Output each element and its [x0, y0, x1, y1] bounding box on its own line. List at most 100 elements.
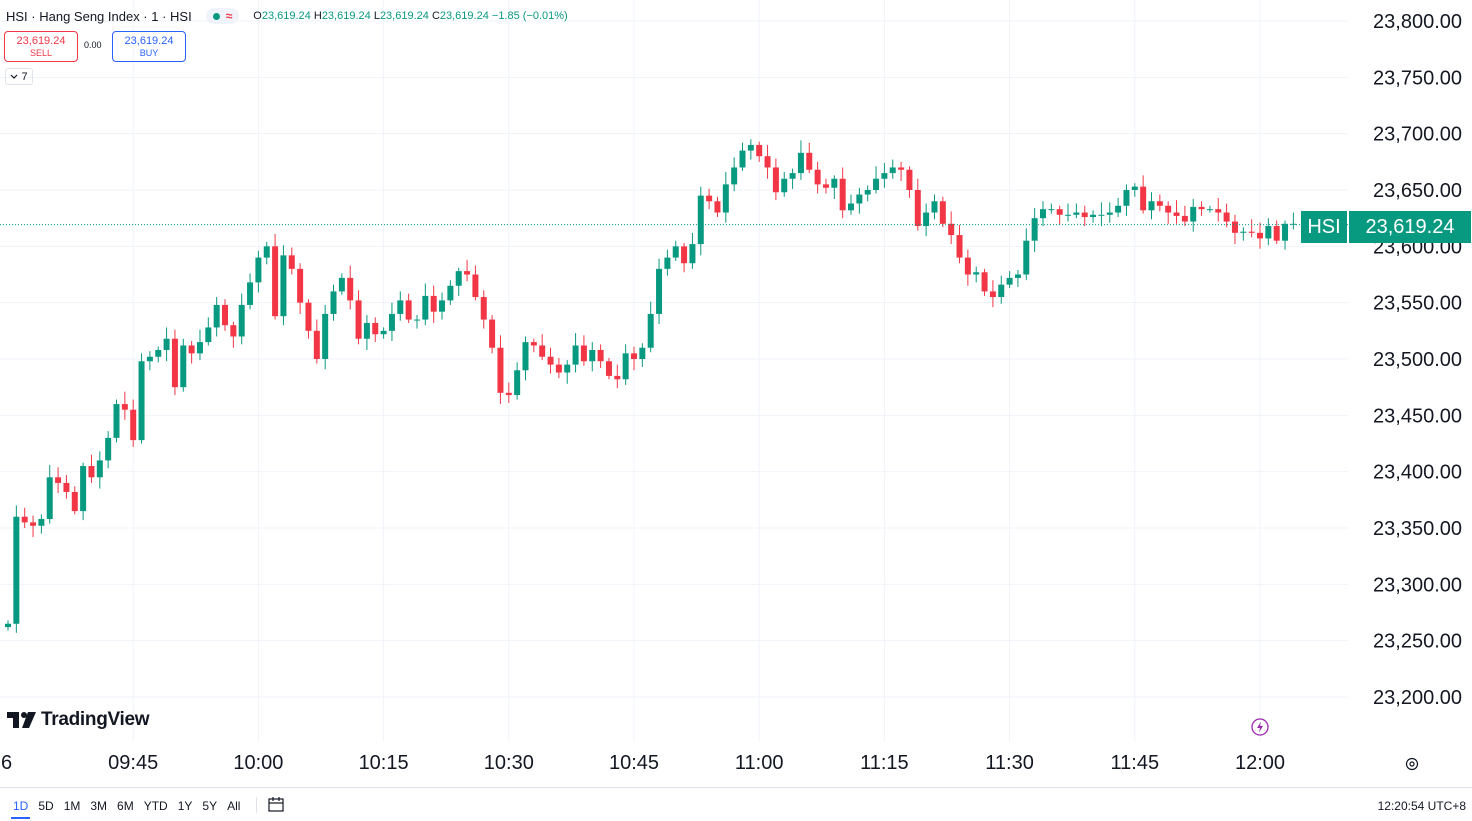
- candle-body: [263, 246, 270, 258]
- candle: [714, 196, 721, 218]
- candle: [155, 346, 162, 363]
- spread-value: 0.00: [84, 40, 102, 50]
- candle-body: [973, 272, 980, 275]
- candle: [814, 161, 821, 194]
- candle-body: [439, 300, 446, 312]
- range-all[interactable]: All: [227, 799, 241, 813]
- candle: [547, 347, 554, 374]
- symbol-title[interactable]: HSI · Hang Seng Index · 1 · HSI: [6, 8, 192, 24]
- sell-button[interactable]: 23,619.24 SELL: [4, 31, 78, 62]
- y-tick-label: 23,300.00: [1373, 574, 1462, 596]
- y-tick-label: 23,650.00: [1373, 180, 1462, 202]
- ohlc-low: 23,619.24: [379, 10, 429, 22]
- range-1m[interactable]: 1M: [63, 799, 81, 813]
- candle: [230, 321, 237, 348]
- candle: [313, 319, 320, 364]
- range-3m[interactable]: 3M: [90, 799, 108, 813]
- candle: [1240, 227, 1247, 241]
- candle: [255, 250, 262, 293]
- range-1y[interactable]: 1Y: [177, 799, 193, 813]
- clock-timezone[interactable]: 12:20:54 UTC+8: [1377, 799, 1466, 813]
- candle-body: [163, 338, 170, 350]
- candle: [297, 263, 304, 314]
- candle-body: [1223, 212, 1230, 222]
- tradingview-logo[interactable]: TradingView: [7, 709, 150, 731]
- chevron-down-icon: [11, 74, 18, 79]
- candle-body: [864, 190, 871, 195]
- candle: [1181, 205, 1188, 227]
- chart-canvas[interactable]: 23,200.00 23,250.00 23,300.00 23,350.00 23,4…: [0, 0, 1472, 787]
- candle-body: [1181, 215, 1188, 222]
- candle: [889, 159, 896, 179]
- candle: [989, 280, 996, 308]
- candle-body: [347, 277, 354, 301]
- candle-body: [1031, 218, 1038, 241]
- y-tick-label: 23,800.00: [1373, 11, 1462, 33]
- candle-body: [1090, 214, 1097, 218]
- candle: [1198, 201, 1205, 216]
- range-6m[interactable]: 6M: [117, 799, 134, 813]
- candle-body: [1123, 190, 1130, 206]
- candle: [1090, 210, 1097, 223]
- candle: [964, 249, 971, 286]
- candle-body: [998, 284, 1005, 298]
- candle: [472, 265, 479, 301]
- lightning-icon[interactable]: [1251, 718, 1269, 736]
- calendar-icon[interactable]: [266, 795, 286, 815]
- candle: [756, 141, 763, 162]
- candle: [939, 196, 946, 228]
- candle: [747, 139, 754, 160]
- range-5d[interactable]: 5D: [38, 799, 54, 813]
- candle-body: [647, 313, 654, 348]
- candle-body: [222, 304, 229, 326]
- range-ytd[interactable]: YTD: [143, 799, 168, 813]
- candle-body: [280, 255, 287, 317]
- candle: [489, 315, 496, 354]
- indicators-toggle[interactable]: 7: [5, 68, 33, 85]
- candle: [539, 334, 546, 361]
- candle: [822, 178, 829, 194]
- candle-body: [622, 353, 629, 380]
- candle-body: [464, 271, 471, 275]
- candle: [480, 290, 487, 329]
- last-price-symbol-tag: HSI: [1301, 211, 1347, 243]
- candle: [973, 266, 980, 283]
- candle: [1290, 212, 1297, 230]
- candle-body: [914, 190, 921, 227]
- candle-body: [1056, 209, 1063, 215]
- x-tick-label: 11:45: [1111, 752, 1160, 774]
- candle: [580, 335, 587, 366]
- candle: [238, 293, 245, 345]
- candle: [505, 382, 512, 403]
- candle: [530, 338, 537, 353]
- candle: [322, 304, 329, 370]
- candle: [355, 290, 362, 345]
- candle: [1023, 228, 1030, 281]
- candle-body: [121, 404, 128, 410]
- candle-body: [948, 223, 955, 236]
- range-5y[interactable]: 5Y: [202, 799, 218, 813]
- candle: [564, 360, 571, 384]
- range-1d[interactable]: 1D: [8, 799, 33, 819]
- candle: [405, 293, 412, 323]
- candle: [439, 292, 446, 320]
- candle: [305, 299, 312, 339]
- candle-body: [797, 152, 804, 174]
- market-status-pill[interactable]: ≈: [205, 8, 240, 24]
- x-tick-label: 11:00: [735, 752, 784, 774]
- buy-button[interactable]: 23,619.24 BUY: [112, 31, 186, 62]
- candle-body: [30, 522, 37, 526]
- candle-body: [1014, 274, 1021, 278]
- candle-body: [1165, 205, 1172, 213]
- candle-body: [739, 150, 746, 168]
- candle: [589, 342, 596, 372]
- candle: [873, 166, 880, 194]
- settings-icon[interactable]: [1404, 756, 1420, 772]
- candle: [1140, 175, 1147, 214]
- candle: [614, 364, 621, 389]
- candle: [113, 399, 120, 443]
- x-tick-label: 10:45: [609, 752, 659, 774]
- candle-body: [1273, 226, 1280, 241]
- candle: [430, 285, 437, 323]
- candle-body: [313, 330, 320, 359]
